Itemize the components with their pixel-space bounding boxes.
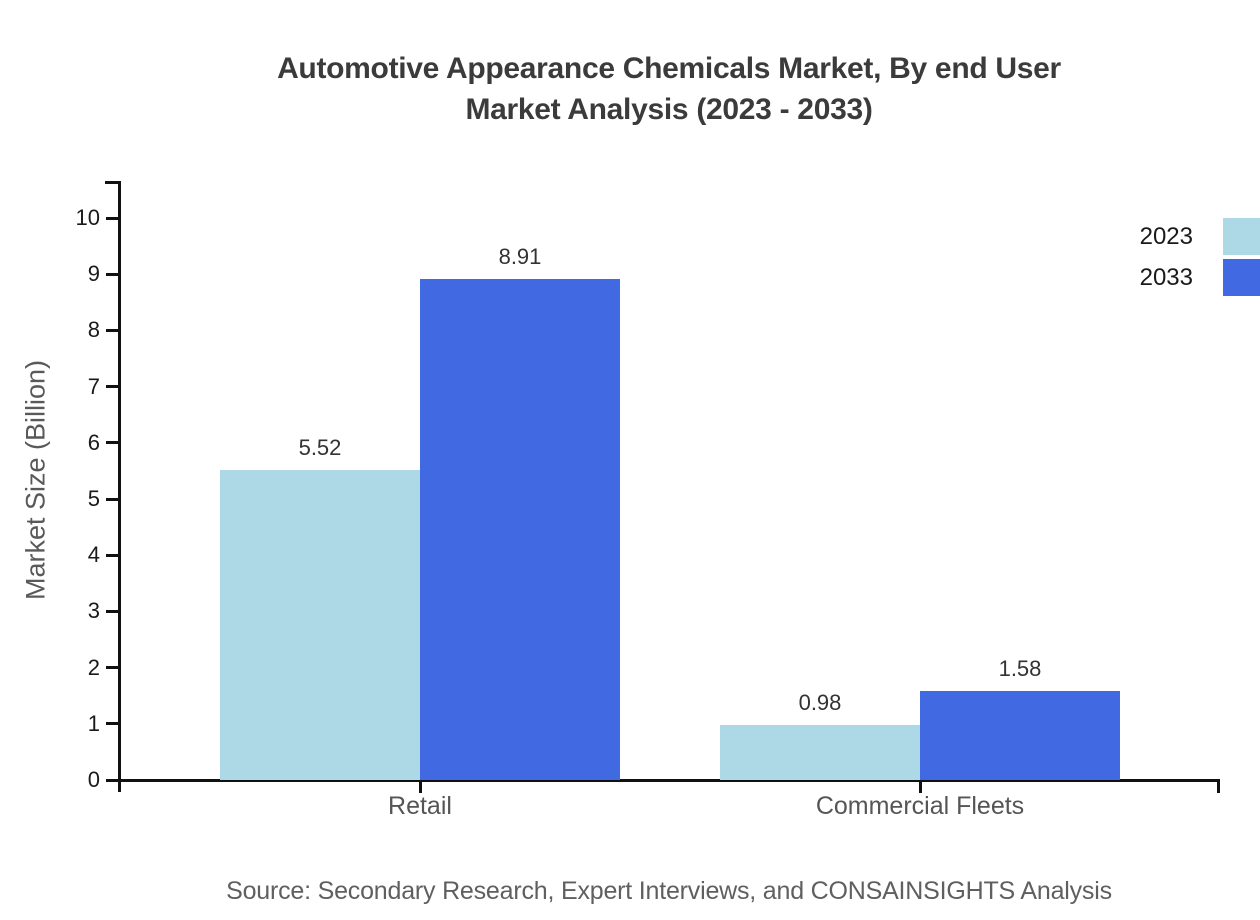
y-tick-mark [106, 216, 118, 220]
bar-2023-commercial-fleets [720, 724, 920, 780]
y-tick-mark [106, 609, 118, 613]
bar-value-label: 5.52 [298, 434, 342, 460]
y-tick-label: 6 [87, 429, 100, 455]
y-tick-label: 10 [75, 205, 100, 230]
y-axis-spine [118, 181, 121, 792]
x-tick-mark [918, 780, 922, 793]
category-label-retail: Retail [388, 792, 452, 820]
legend-label: 2023 [1139, 222, 1193, 250]
y-tick-label: 5 [87, 486, 100, 511]
y-tick-mark [106, 497, 118, 501]
legend-swatch-2023 [1223, 218, 1260, 255]
x-axis-end-cap [1217, 779, 1220, 793]
legend-label: 2033 [1139, 263, 1193, 291]
y-tick-label: 0 [87, 767, 100, 792]
y-tick-mark [106, 328, 118, 332]
y-tick-mark [106, 441, 118, 445]
source-note: Source: Secondary Research, Expert Inter… [226, 877, 1112, 905]
chart-title: Automotive Appearance Chemicals Market, … [118, 48, 1220, 130]
chart-title-line1: Automotive Appearance Chemicals Market, … [277, 52, 1061, 85]
y-tick-label: 9 [87, 261, 100, 287]
bar-value-label: 8.91 [498, 244, 542, 270]
y-tick-label: 1 [87, 710, 100, 736]
bar-value-label: 0.98 [798, 689, 842, 715]
category-label-commercial-fleets: Commercial Fleets [815, 792, 1025, 820]
bar-2023-retail [220, 469, 420, 780]
y-tick-mark [106, 272, 118, 276]
y-tick-mark [106, 666, 118, 670]
bar-2033-commercial-fleets [920, 691, 1120, 780]
y-tick-mark [106, 722, 118, 726]
y-tick-mark [106, 385, 118, 389]
y-tick-mark [106, 553, 118, 557]
bar-2033-retail [420, 279, 620, 780]
legend-swatch-2033 [1223, 259, 1260, 296]
y-tick-mark [106, 778, 118, 782]
y-tick-label: 3 [87, 598, 100, 624]
legend-item-2033: 2033 [1140, 259, 1260, 296]
y-tick-label: 2 [87, 654, 100, 680]
chart-title-line2: Market Analysis (2023 - 2033) [465, 93, 873, 126]
legend: 2023 2033 [1140, 218, 1260, 296]
legend-item-2023: 2023 [1140, 218, 1260, 255]
y-tick-label: 8 [87, 317, 100, 343]
x-tick-mark [418, 780, 422, 793]
y-tick-label: 4 [87, 542, 100, 568]
bar-value-label: 1.58 [998, 656, 1042, 682]
x-axis-spine [118, 779, 1220, 782]
y-axis-top-cap [105, 181, 121, 184]
y-tick-label: 7 [87, 373, 100, 399]
